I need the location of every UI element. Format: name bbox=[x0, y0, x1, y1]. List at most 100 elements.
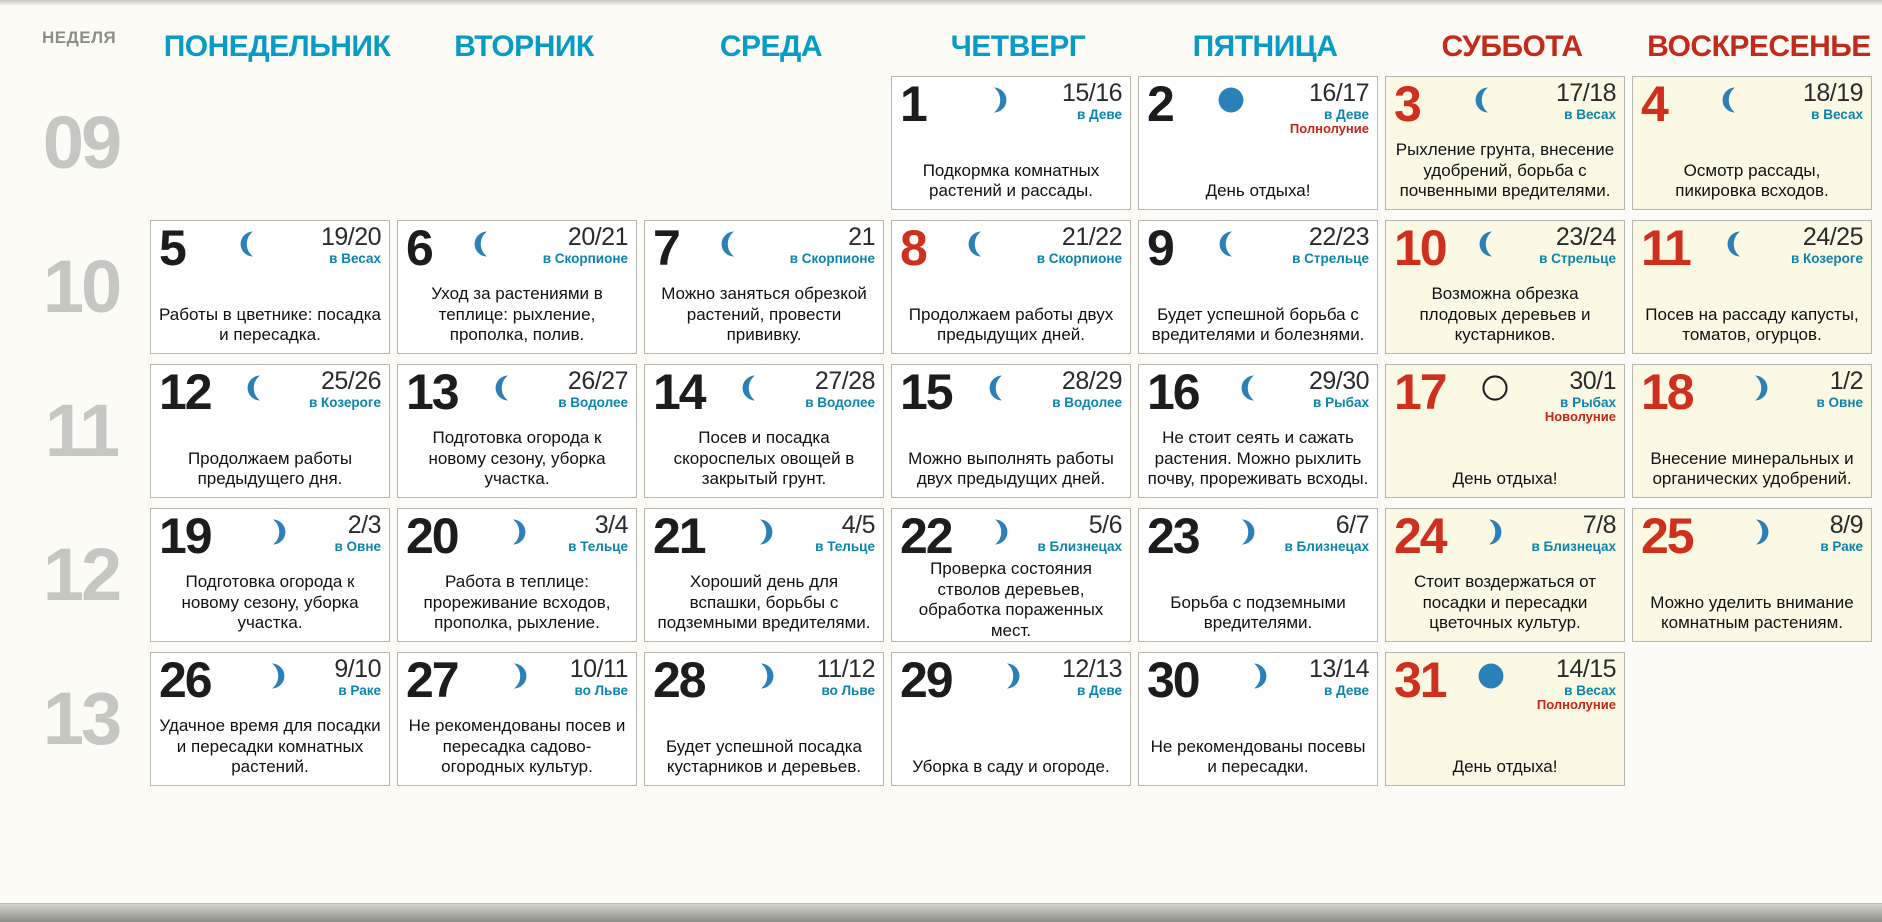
day-cell-top: 28 11/12 во Льве bbox=[653, 655, 876, 705]
day-advice: День отдыха! bbox=[1452, 469, 1558, 489]
lunar-day: 21 bbox=[848, 223, 875, 251]
zodiac-sign: в Водолее bbox=[558, 394, 628, 410]
weekday-header-sunday: ВОСКРЕСЕНЬЕ bbox=[1647, 30, 1871, 63]
zodiac-sign: в Водолее bbox=[805, 394, 875, 410]
day-cell-top: 30 13/14 в Деве bbox=[1147, 655, 1370, 705]
weekday-header-tuesday: ВТОРНИК bbox=[454, 30, 594, 63]
waxing-crescent-icon bbox=[978, 84, 1010, 116]
lunar-day: 5/6 bbox=[1088, 511, 1123, 539]
day-cell-top: 21 4/5 в Тельце bbox=[653, 511, 875, 561]
full-moon-icon bbox=[1215, 84, 1247, 116]
day-number: 11 bbox=[1641, 220, 1692, 276]
day-cell-top: 7 21 в Скорпионе bbox=[653, 223, 875, 273]
day-advice: День отдыха! bbox=[1452, 757, 1558, 777]
lunar-info: 23/24 в Стрельце bbox=[1539, 224, 1616, 265]
day-number: 13 bbox=[406, 364, 460, 420]
lunar-info: 14/15 в Весах Полнолуние bbox=[1537, 656, 1617, 711]
zodiac-sign: в Рыбах bbox=[1560, 394, 1616, 410]
day-advice: Не стоит сеять и сажать растения. Можно … bbox=[1147, 427, 1369, 489]
waning-crescent-icon bbox=[1476, 228, 1508, 260]
day-cell-top: 9 22/23 в Стрельце bbox=[1147, 220, 1370, 276]
waning-crescent-icon bbox=[244, 372, 276, 404]
lunar-info: 15/16 в Деве bbox=[1062, 80, 1123, 121]
day-advice: Можно заняться обрезкой растений, провес… bbox=[661, 283, 867, 345]
zodiac-sign: в Весах bbox=[1811, 106, 1863, 122]
lunar-day: 3/4 bbox=[594, 511, 629, 539]
day-cell-top: 18 1/2 в Овне bbox=[1641, 367, 1863, 417]
day-number: 8 bbox=[900, 220, 928, 276]
day-cell-13: 13 26/27 в Водолее Подготовка огорода к … bbox=[397, 364, 637, 498]
lunar-day: 8/9 bbox=[1829, 511, 1864, 539]
day-cell-top: 14 27/28 в Водолее bbox=[653, 364, 875, 420]
weekday-header-wednesday: СРЕДА bbox=[719, 30, 823, 63]
zodiac-sign: в Овне bbox=[334, 538, 381, 554]
day-number: 26 bbox=[159, 652, 213, 708]
waning-crescent-icon bbox=[986, 372, 1018, 404]
waning-crescent-icon bbox=[471, 228, 503, 260]
day-number: 1 bbox=[900, 76, 928, 132]
zodiac-sign: в Скорпионе bbox=[789, 250, 875, 266]
zodiac-sign: в Овне bbox=[1816, 394, 1863, 410]
lunar-info: 16/17 в Деве Полнолуние bbox=[1290, 80, 1370, 135]
lunar-day: 2/3 bbox=[347, 511, 382, 539]
day-cell-20: 20 3/4 в Тельце Работа в теплице: прореж… bbox=[397, 508, 637, 642]
lunar-info: 11/12 во Льве bbox=[817, 656, 876, 697]
week-cells: 5 19/20 в Весах Работы в цветнике: посад… bbox=[150, 220, 1876, 354]
day-advice: Не рекомендованы посевы и пересадки. bbox=[1150, 736, 1366, 777]
zodiac-sign: в Скорпионе bbox=[542, 250, 628, 266]
waxing-crescent-icon bbox=[1473, 516, 1505, 548]
lunar-info: 5/6 в Близнецах bbox=[1037, 511, 1123, 554]
day-advice: Удачное время для посадки и пересадки ко… bbox=[159, 715, 381, 777]
lunar-day: 6/7 bbox=[1335, 511, 1370, 539]
day-advice: Продолжаем работы предыдущего дня. bbox=[187, 448, 353, 489]
week-number: 13 bbox=[42, 677, 122, 760]
day-advice: Проверка состояния стволов деревьев, обр… bbox=[918, 559, 1104, 641]
lunar-info: 3/4 в Тельце bbox=[568, 511, 629, 554]
zodiac-sign: в Раке bbox=[1820, 538, 1863, 554]
waning-crescent-icon bbox=[1472, 84, 1504, 116]
day-number: 23 bbox=[1147, 508, 1201, 564]
zodiac-sign: в Деве bbox=[1077, 682, 1122, 698]
day-cell-30: 30 13/14 в Деве Не рекомендованы посевы … bbox=[1138, 652, 1378, 786]
day-cell-top: 16 29/30 в Рыбах bbox=[1147, 367, 1370, 417]
day-number: 19 bbox=[159, 508, 213, 564]
waxing-crescent-icon bbox=[979, 516, 1011, 548]
day-cell-top: 5 19/20 в Весах bbox=[159, 223, 382, 273]
week-cells: 12 25/26 в Козероге Продолжаем работы пр… bbox=[150, 364, 1876, 498]
day-cell-top: 26 9/10 в Раке bbox=[159, 652, 381, 708]
day-advice: Борьба с подземными вредителями. bbox=[1170, 592, 1346, 633]
zodiac-sign: в Близнецах bbox=[1037, 538, 1122, 554]
day-cell-top: 20 3/4 в Тельце bbox=[406, 511, 629, 561]
day-cell-10: 10 23/24 в Стрельце Возможна обрезка пло… bbox=[1385, 220, 1625, 354]
day-cell-top: 29 12/13 в Деве bbox=[900, 655, 1123, 705]
lunar-info: 21/22 в Скорпионе bbox=[1037, 224, 1123, 265]
week-row-09: 09 1 15/16 в Деве Подкормка комнатных ра… bbox=[12, 76, 1876, 210]
day-cell-5: 5 19/20 в Весах Работы в цветнике: посад… bbox=[150, 220, 390, 354]
day-number: 14 bbox=[653, 364, 707, 420]
day-advice: Не рекомендованы посев и пересадка садов… bbox=[408, 715, 626, 777]
day-cell-top: 27 10/11 во Льве bbox=[406, 655, 629, 705]
lunar-day: 24/25 bbox=[1802, 223, 1864, 251]
day-advice: Продолжаем работы двух предыдущих дней. bbox=[908, 304, 1114, 345]
week-number: 10 bbox=[42, 245, 122, 328]
zodiac-sign: в Весах bbox=[329, 250, 381, 266]
waxing-crescent-icon bbox=[744, 516, 776, 548]
week-number: 09 bbox=[42, 101, 122, 184]
day-cell-top: 10 23/24 в Стрельце bbox=[1394, 223, 1616, 273]
day-number: 17 bbox=[1394, 364, 1448, 420]
lunar-day: 13/14 bbox=[1308, 655, 1370, 683]
day-number: 25 bbox=[1641, 508, 1695, 564]
day-cell-top: 23 6/7 в Близнецах bbox=[1147, 508, 1370, 564]
scan-edge-top bbox=[0, 0, 1882, 6]
zodiac-sign: в Рыбах bbox=[1313, 394, 1369, 410]
day-advice: Подкормка комнатных растений и рассады. bbox=[922, 160, 1100, 201]
day-cell-top: 12 25/26 в Козероге bbox=[159, 367, 382, 417]
day-advice: Будет успешной борьба с вредителями и бо… bbox=[1151, 304, 1365, 345]
lunar-day: 22/23 bbox=[1308, 223, 1370, 251]
lunar-day: 17/18 bbox=[1555, 79, 1617, 107]
day-cell-top: 25 8/9 в Раке bbox=[1641, 508, 1864, 564]
lunar-info: 18/19 в Весах bbox=[1803, 80, 1864, 122]
day-number: 9 bbox=[1147, 220, 1175, 276]
zodiac-sign: в Тельце bbox=[568, 538, 628, 554]
zodiac-sign: в Близнецах bbox=[1284, 538, 1369, 554]
